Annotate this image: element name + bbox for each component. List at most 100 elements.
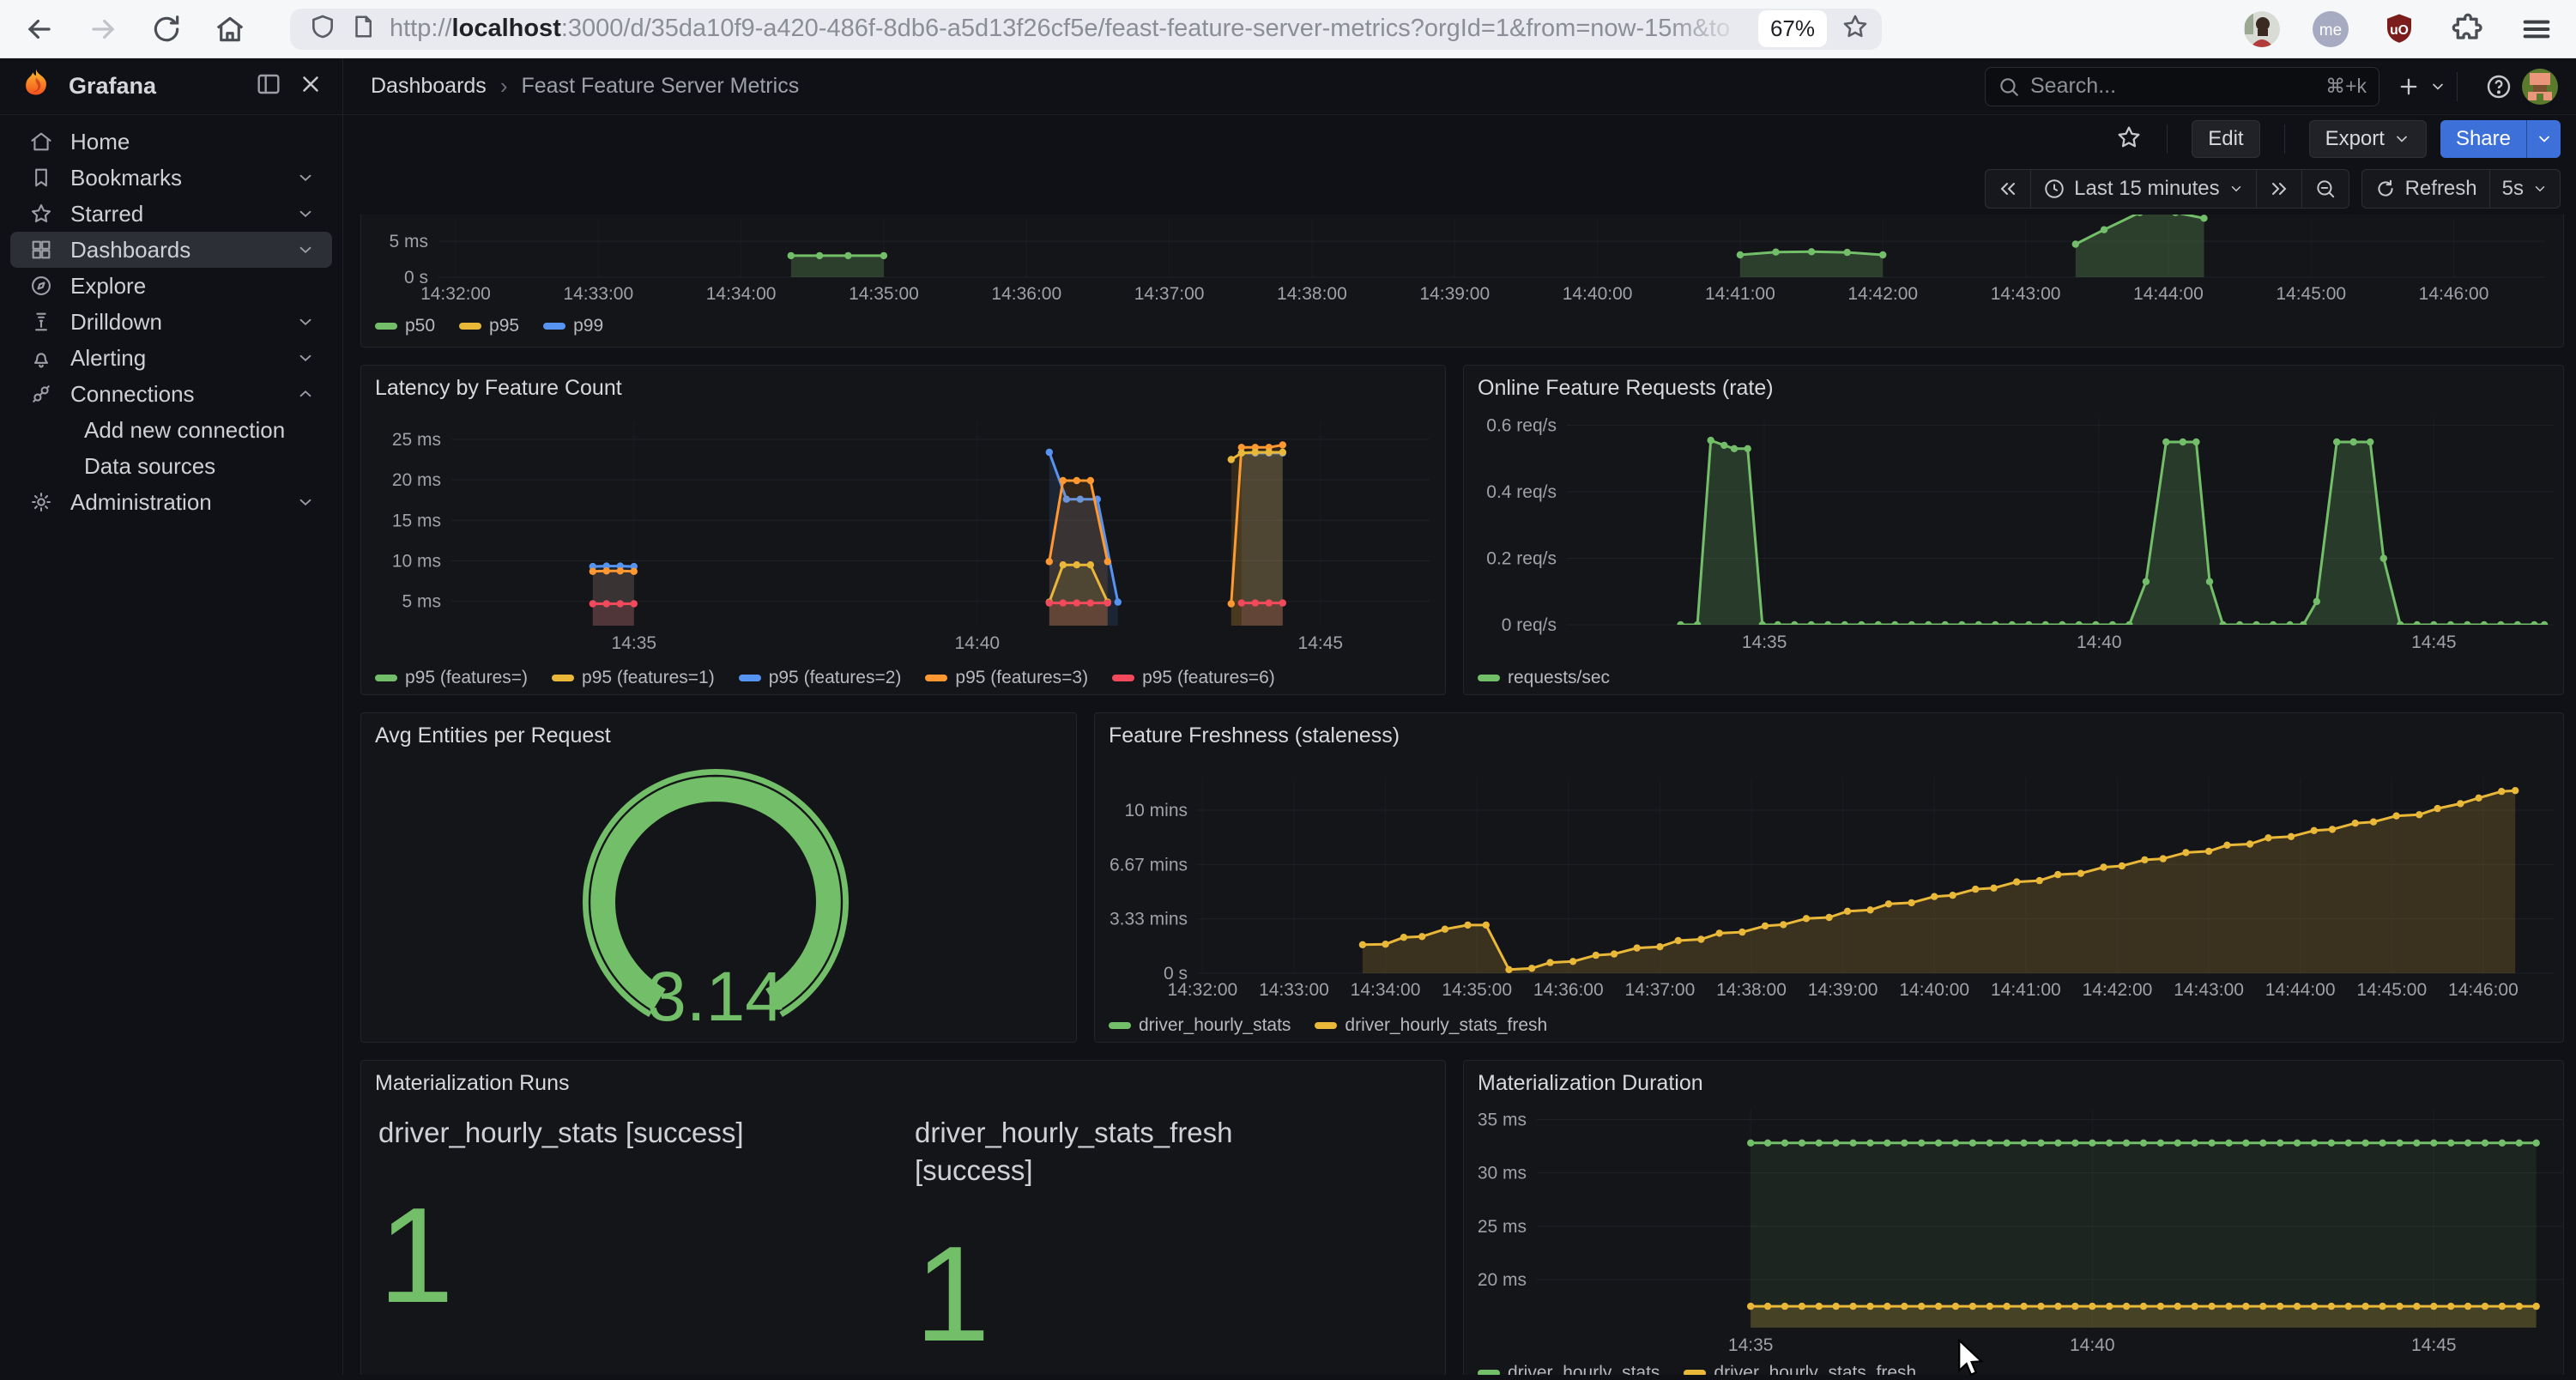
avg-entities-gauge[interactable]: 3.14 <box>361 748 1078 1044</box>
ublock-extension-icon[interactable]: uO <box>2380 10 2418 48</box>
panel-title[interactable]: Avg Entities per Request <box>375 723 611 748</box>
panel-title[interactable]: Materialization Runs <box>375 1071 570 1096</box>
chevron-down-icon <box>2228 181 2244 197</box>
breadcrumb-dashboards[interactable]: Dashboards <box>371 74 487 99</box>
dock-sidebar-icon[interactable] <box>255 70 282 102</box>
sidebar-item-add-new-connection[interactable]: Add new connection <box>10 412 332 448</box>
refresh-button[interactable]: Refresh <box>2362 170 2489 208</box>
sidebar-item-bookmarks[interactable]: Bookmarks <box>10 160 332 196</box>
close-sidebar-icon[interactable] <box>298 71 324 101</box>
share-button[interactable]: Share <box>2440 120 2526 158</box>
grafana-logo[interactable] <box>19 67 53 106</box>
legend-swatch <box>739 675 761 681</box>
chevron-down-icon <box>2429 78 2446 95</box>
svg-text:35 ms: 35 ms <box>1478 1110 1527 1129</box>
sidebar-item-explore[interactable]: Explore <box>10 268 332 304</box>
favorite-star-icon[interactable] <box>2115 124 2143 155</box>
sidebar-item-administration[interactable]: Administration <box>10 484 332 520</box>
zoom-level-badge[interactable]: 67% <box>1758 10 1827 47</box>
stat-label: driver_hourly_stats [success] <box>378 1114 893 1152</box>
sidebar-item-dashboards[interactable]: Dashboards <box>10 232 332 268</box>
svg-text:14:32:00: 14:32:00 <box>420 284 491 304</box>
legend-item[interactable]: requests/sec <box>1478 668 1610 688</box>
refresh-interval-picker[interactable]: 5s <box>2489 170 2560 208</box>
feature-freshness-chart[interactable]: 14:32:0014:33:0014:34:0014:35:0014:36:00… <box>1095 713 2565 1044</box>
svg-text:0.6 req/s: 0.6 req/s <box>1486 416 1557 436</box>
svg-text:14:40: 14:40 <box>955 633 1001 653</box>
legend-swatch <box>925 675 947 681</box>
export-button[interactable]: Export <box>2309 120 2427 158</box>
user-avatar[interactable] <box>2521 68 2559 106</box>
legend-swatch <box>375 323 397 330</box>
home-icon[interactable] <box>211 10 249 48</box>
help-button[interactable] <box>2485 73 2513 100</box>
svg-text:14:35:00: 14:35:00 <box>849 284 919 304</box>
dashboard-actions: Edit Export Share <box>343 115 2576 163</box>
sidebar-item-drilldown[interactable]: Drilldown <box>10 304 332 340</box>
back-icon[interactable] <box>21 10 58 48</box>
svg-text:14:44:00: 14:44:00 <box>2133 284 2204 304</box>
time-shift-forward-button[interactable] <box>2256 170 2301 208</box>
legend-item[interactable]: p95 (features=) <box>375 668 528 688</box>
svg-text:14:40: 14:40 <box>2077 632 2122 652</box>
share-dropdown-button[interactable] <box>2526 120 2561 158</box>
me-extension-icon[interactable]: me <box>2312 10 2349 48</box>
sidebar-item-alerting[interactable]: Alerting <box>10 340 332 376</box>
legend-item[interactable]: p95 (features=6) <box>1112 668 1275 688</box>
legend-item[interactable]: p95 (features=3) <box>925 668 1088 688</box>
legend-item[interactable]: driver_hourly_stats_fresh <box>1684 1363 1916 1375</box>
address-bar[interactable]: http://localhost:3000/d/35da10f9-a420-48… <box>290 9 1882 50</box>
sidebar-item-starred[interactable]: Starred <box>10 196 332 232</box>
time-range-picker[interactable]: Last 15 minutes <box>2030 170 2255 208</box>
svg-text:6.67 mins: 6.67 mins <box>1110 855 1188 875</box>
legend-item[interactable]: p50 <box>375 316 435 336</box>
svg-text:14:38:00: 14:38:00 <box>1716 980 1787 1000</box>
chevron-up-icon <box>296 384 315 403</box>
svg-text:15 ms: 15 ms <box>392 511 441 530</box>
latency-overview-chart[interactable]: 14:32:0014:33:0014:34:0014:35:0014:36:00… <box>361 215 2565 348</box>
legend-item[interactable]: p95 (features=2) <box>739 668 902 688</box>
svg-text:14:41:00: 14:41:00 <box>1705 284 1775 304</box>
add-new-button[interactable] <box>2397 75 2446 99</box>
legend-item[interactable]: p95 <box>459 316 519 336</box>
online-feature-requests-chart[interactable]: 14:3514:4014:450 req/s0.2 req/s0.4 req/s… <box>1464 366 2565 696</box>
legend-swatch <box>1112 675 1134 681</box>
site-shield-icon[interactable] <box>309 13 336 45</box>
svg-text:0 s: 0 s <box>1164 964 1188 984</box>
svg-text:14:35: 14:35 <box>1742 632 1787 652</box>
time-shift-back-button[interactable] <box>1986 170 2030 208</box>
sidebar-item-data-sources[interactable]: Data sources <box>10 448 332 484</box>
extensions-puzzle-icon[interactable] <box>2449 10 2487 48</box>
legend-item[interactable]: driver_hourly_stats_fresh <box>1315 1015 1547 1036</box>
sidebar-item-connections[interactable]: Connections <box>10 376 332 412</box>
search-input[interactable]: Search... ⌘+k <box>1985 67 2379 106</box>
svg-text:14:42:00: 14:42:00 <box>1847 284 1918 304</box>
legend-item[interactable]: p95 (features=1) <box>552 668 715 688</box>
url-text: http://localhost:3000/d/35da10f9-a420-48… <box>390 15 1745 43</box>
mouse-cursor <box>1955 1339 1989 1380</box>
panel-materialization-runs: Materialization Runs driver_hourly_stats… <box>360 1060 1446 1375</box>
bookmark-star-icon[interactable] <box>1841 12 1870 45</box>
sidebar-header: Grafana <box>0 58 342 115</box>
materialization-duration-chart[interactable]: 14:3514:4014:4520 ms25 ms30 ms35 ms <box>1464 1061 2565 1375</box>
breadcrumb-separator-icon: › <box>500 73 508 100</box>
latency-by-feature-count-chart[interactable]: 14:3514:4014:455 ms10 ms15 ms20 ms25 ms <box>361 366 1447 696</box>
grid-icon <box>29 238 53 262</box>
svg-text:14:42:00: 14:42:00 <box>2083 980 2153 1000</box>
edit-button[interactable]: Edit <box>2192 120 2259 158</box>
svg-text:3.33 mins: 3.33 mins <box>1110 910 1188 929</box>
legend-item[interactable]: driver_hourly_stats <box>1109 1015 1291 1036</box>
svg-text:25 ms: 25 ms <box>1478 1217 1527 1237</box>
legend-item[interactable]: driver_hourly_stats <box>1478 1363 1660 1375</box>
main-area: Dashboards › Feast Feature Server Metric… <box>343 58 2576 1375</box>
home-icon <box>29 130 53 154</box>
legend-item[interactable]: p99 <box>543 316 603 336</box>
profile-avatar[interactable] <box>2243 10 2281 48</box>
reload-icon[interactable] <box>148 10 185 48</box>
sidebar-item-home[interactable]: Home <box>10 124 332 160</box>
time-zoom-out-button[interactable] <box>2301 170 2349 208</box>
svg-text:0 req/s: 0 req/s <box>1502 615 1557 635</box>
svg-text:14:35: 14:35 <box>612 633 657 653</box>
browser-menu-icon[interactable] <box>2518 10 2555 48</box>
page-icon[interactable] <box>350 14 376 44</box>
